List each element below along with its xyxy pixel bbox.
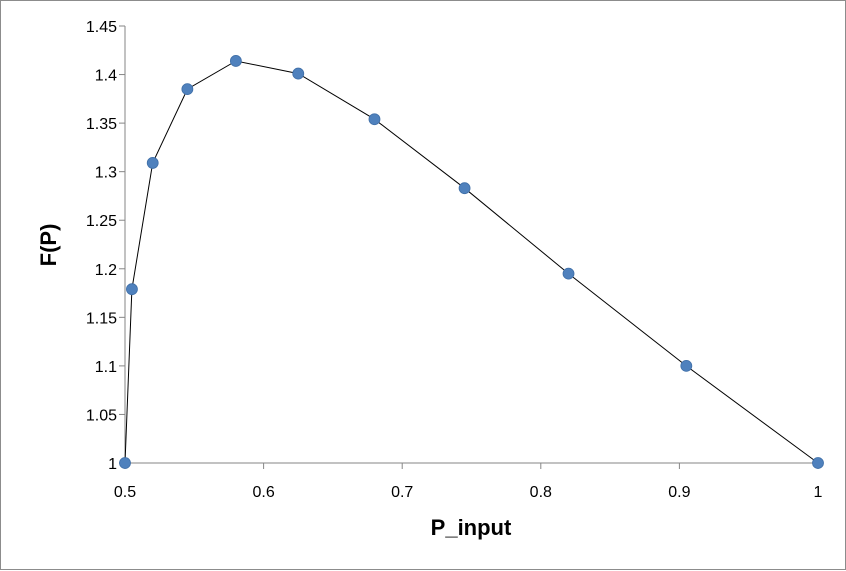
y-tick-label: 1.15 bbox=[86, 310, 117, 327]
y-tick-label: 1.35 bbox=[86, 116, 117, 133]
data-points bbox=[119, 55, 824, 469]
x-tick-label: 0.7 bbox=[391, 484, 413, 501]
y-tick-label: 1.25 bbox=[86, 213, 117, 230]
data-point bbox=[181, 83, 194, 96]
y-axis-title: F(P) bbox=[36, 224, 61, 267]
x-axis-title: P_input bbox=[431, 515, 512, 540]
y-tick-label: 1.1 bbox=[95, 359, 117, 376]
data-point bbox=[458, 182, 471, 195]
data-point bbox=[292, 67, 305, 80]
x-tick-label: 0.8 bbox=[530, 484, 552, 501]
data-point bbox=[146, 157, 159, 169]
data-point bbox=[680, 359, 693, 372]
x-tick-label: 0.5 bbox=[114, 484, 136, 501]
y-tick-label: 1.05 bbox=[86, 407, 117, 424]
series-line bbox=[124, 60, 819, 464]
x-tick-label: 0.6 bbox=[252, 484, 274, 501]
data-point bbox=[368, 113, 381, 126]
x-tick-label: 1 bbox=[814, 484, 823, 501]
data-point bbox=[812, 457, 824, 469]
y-tick-label: 1.4 bbox=[95, 68, 117, 85]
y-tick-label: 1.2 bbox=[95, 262, 117, 279]
ticks bbox=[119, 25, 819, 469]
y-tick-label: 1 bbox=[108, 456, 117, 473]
y-tick-label: 1.45 bbox=[86, 19, 117, 36]
data-point bbox=[126, 283, 138, 296]
x-tick-label: 0.9 bbox=[668, 484, 690, 501]
data-point bbox=[229, 55, 242, 67]
axes bbox=[124, 26, 818, 464]
data-point bbox=[119, 457, 131, 469]
y-tick-label: 1.3 bbox=[95, 165, 117, 182]
tick-labels: 1 1.05 1.1 1.15 1.2 1.25 1.3 1.35 1.4 1.45 0.5 0.6 0… bbox=[86, 19, 823, 501]
data-point bbox=[562, 267, 575, 280]
